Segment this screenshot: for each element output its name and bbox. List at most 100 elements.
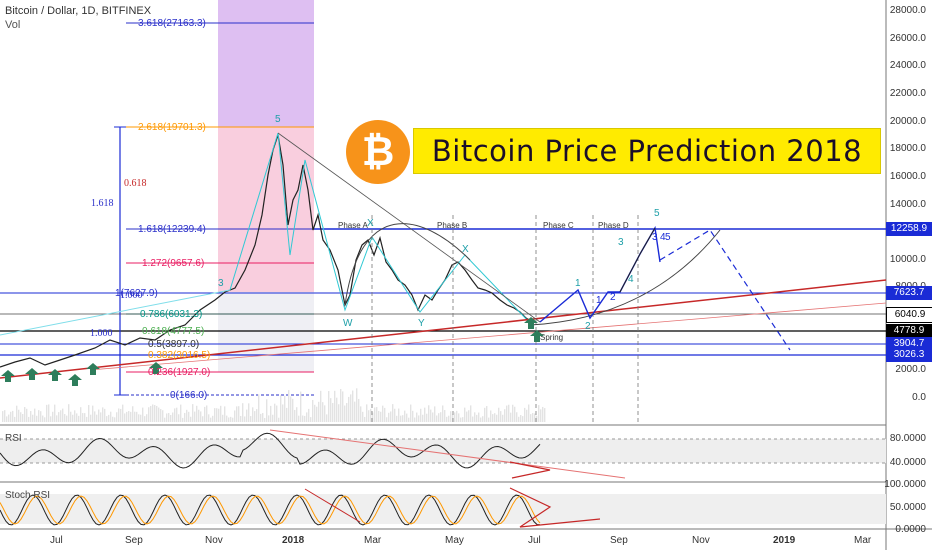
volume-bar [494, 413, 496, 422]
volume-bar [484, 407, 486, 422]
volume-bar [292, 398, 294, 422]
volume-bar [178, 414, 180, 422]
volume-bar [90, 414, 92, 422]
y-tick-label: 2000.0 [895, 364, 926, 376]
volume-bar [50, 416, 52, 422]
volume-bar [466, 411, 468, 422]
x-tick-label: Mar [364, 535, 382, 546]
volume-bar [274, 403, 276, 422]
volume-bar [166, 413, 168, 422]
fib-level-label: 1.272(9657.6) [142, 258, 204, 269]
volume-bar [88, 405, 90, 422]
volume-bar [204, 406, 206, 422]
volume-bar [116, 412, 118, 422]
volume-bar [52, 411, 54, 422]
volume-bar [366, 404, 368, 422]
volume-bar [160, 409, 162, 422]
volume-bar [454, 412, 456, 422]
volume-bar [314, 404, 316, 422]
volume-bar [364, 416, 366, 422]
volume-bar [416, 412, 418, 422]
volume-bar [214, 408, 216, 422]
volume-bar [420, 408, 422, 422]
volume-bar [506, 405, 508, 422]
volume-bar [422, 414, 424, 422]
wave-annotation: X [367, 218, 374, 229]
wave-annotation: 5 [275, 114, 281, 125]
red-trend-line [0, 279, 887, 379]
wave-annotation: 3 [618, 237, 624, 248]
volume-bar [446, 416, 448, 422]
x-tick-label: Jul [528, 535, 541, 546]
y-tick-label: 22000.0 [889, 87, 926, 99]
volume-bar [42, 415, 44, 422]
volume-bar [460, 417, 462, 422]
volume-bar [232, 417, 234, 422]
cyan-trend-line [0, 289, 231, 336]
x-tick-label: Sep [125, 535, 143, 546]
volume-bar [248, 403, 250, 422]
volume-bar [380, 411, 382, 422]
volume-bar [146, 414, 148, 422]
volume-bar [172, 412, 174, 422]
volume-bar [260, 413, 262, 422]
volume-bar [234, 410, 236, 422]
fib-level-label: 3.618(27163.3) [138, 18, 206, 29]
up-arrow-icon [68, 374, 82, 386]
rsi-label: RSI [5, 433, 22, 444]
wave-annotation: Y [418, 318, 425, 329]
rsi-band [0, 439, 886, 463]
volume-bar [200, 411, 202, 422]
x-tick-label: 2018 [282, 535, 305, 546]
volume-bar [60, 410, 62, 422]
volume-bar [520, 415, 522, 422]
price-tag: 7623.7 [886, 286, 932, 300]
stoch-rsi-label: Stoch RSI [5, 490, 51, 501]
fib-zone-grey [218, 292, 314, 372]
volume-bar [388, 412, 390, 422]
volume-bar [346, 403, 348, 422]
volume-bar [294, 409, 296, 422]
bitcoin-logo-icon: ₿ [346, 120, 410, 184]
x-tick-label: 2019 [773, 535, 796, 546]
volume-bar [140, 414, 142, 422]
up-arrow-icon [524, 317, 538, 329]
volume-bar [124, 413, 126, 422]
wave-annotation: 2 [610, 292, 616, 303]
volume-bar [530, 414, 532, 422]
volume-bar [330, 398, 332, 422]
volume-bar [512, 404, 514, 422]
up-arrow-icon [25, 368, 39, 380]
volume-bar [58, 412, 60, 422]
volume-bar [298, 415, 300, 422]
descending-wedge-line [277, 132, 541, 323]
volume-bar [536, 415, 538, 422]
volume-bar [490, 410, 492, 422]
volume-bar [470, 405, 472, 422]
volume-bar [54, 404, 56, 422]
volume-bar [308, 408, 310, 422]
volume-bar [198, 409, 200, 422]
volume-bar [74, 410, 76, 422]
volume-bar [472, 416, 474, 422]
wave-annotation: 3 [218, 278, 224, 289]
volume-bar [290, 396, 292, 422]
volume-bar [538, 405, 540, 422]
volume-bar [210, 417, 212, 422]
fib-level-label: 0.236(1927.0) [148, 367, 210, 378]
volume-bar [306, 412, 308, 422]
volume-bar [6, 416, 8, 422]
volume-bar [24, 407, 26, 422]
fib-level-label: 2.618(19701.3) [138, 122, 206, 133]
volume-bar [534, 413, 536, 422]
volume-bar [376, 407, 378, 422]
volume-bar [242, 403, 244, 422]
volume-bar [104, 408, 106, 422]
arc-projection-line [529, 229, 721, 326]
volume-bar [400, 415, 402, 422]
fib-zone-purple [218, 0, 314, 127]
volume-bar [182, 417, 184, 422]
volume-bar [284, 395, 286, 422]
volume-bar [542, 406, 544, 422]
volume-bar [72, 414, 74, 422]
